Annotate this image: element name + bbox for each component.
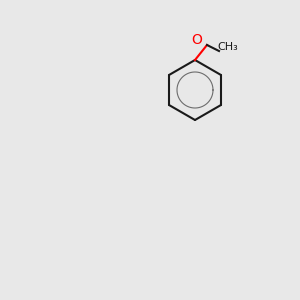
Text: O: O bbox=[191, 34, 202, 47]
Text: CH₃: CH₃ bbox=[218, 41, 238, 52]
